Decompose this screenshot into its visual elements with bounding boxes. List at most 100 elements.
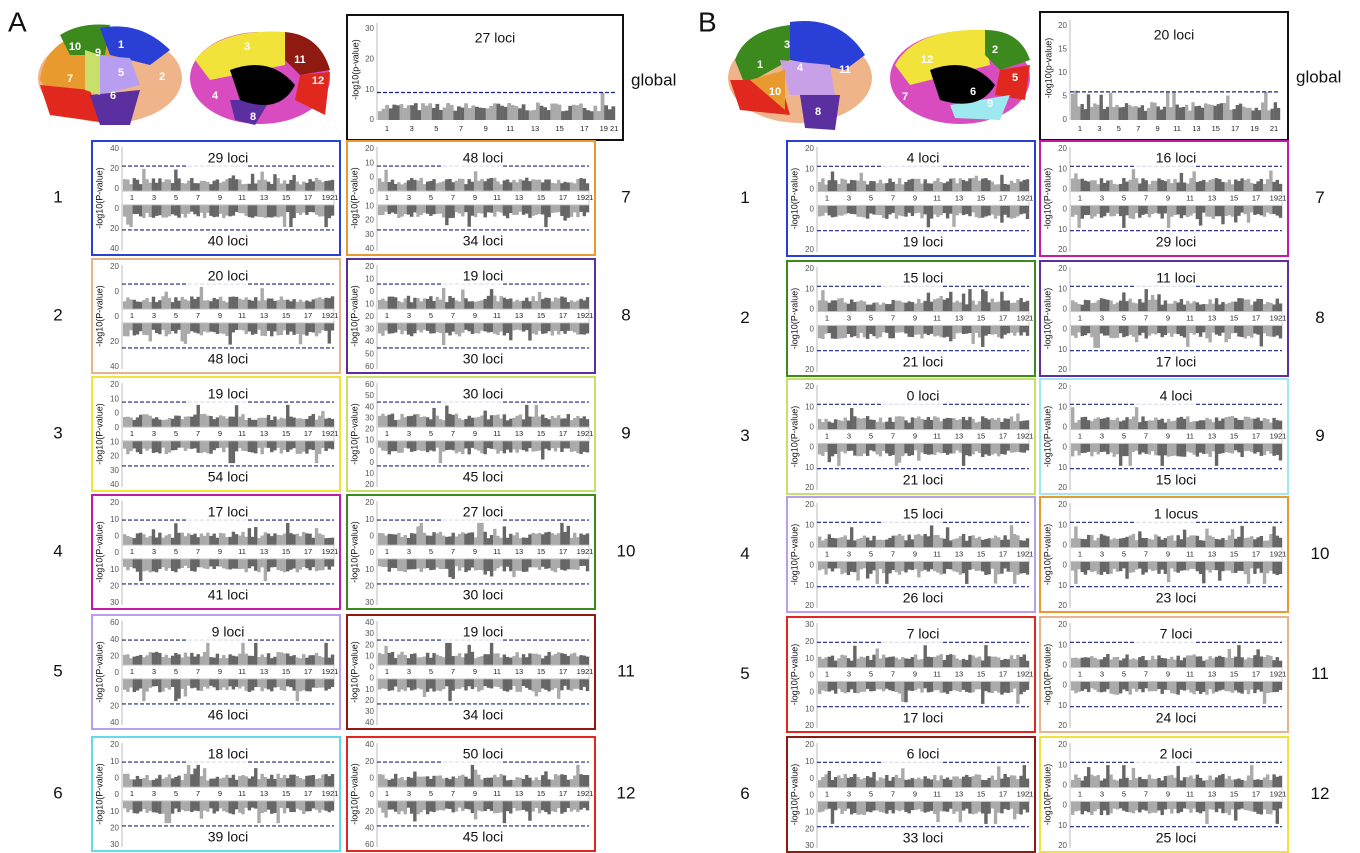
manhattan-bar <box>439 656 442 665</box>
manhattan-bar <box>222 533 225 545</box>
manhattan-bar <box>901 417 904 430</box>
manhattan-bar <box>965 325 968 333</box>
manhattan-bar <box>917 325 920 334</box>
manhattan-bar <box>165 179 168 191</box>
manhattan-bar <box>165 205 168 218</box>
manhattan-bar <box>1125 681 1128 691</box>
manhattan-bar <box>586 183 589 191</box>
manhattan-bar <box>933 205 936 214</box>
manhattan-bar <box>503 180 506 191</box>
manhattan-bar <box>876 422 879 430</box>
manhattan-bar <box>480 559 483 570</box>
manhattan-bar <box>426 536 429 546</box>
manhattan-bar <box>391 441 394 451</box>
y-tick-label: 10 <box>1058 402 1067 411</box>
manhattan-bar <box>1240 526 1243 548</box>
manhattan-bar <box>506 679 509 692</box>
top-loci: 7 loci <box>1160 626 1193 642</box>
manhattan-bar <box>400 801 403 811</box>
y-axis-label: -log10(P-value) <box>94 641 104 703</box>
manhattan-bar <box>1276 325 1279 335</box>
manhattan-bar <box>1250 305 1253 312</box>
manhattan-bar <box>1138 531 1141 547</box>
manhattan-bar <box>554 441 557 452</box>
manhattan-bar <box>1173 301 1176 312</box>
manhattan-bar <box>917 534 920 548</box>
y-tick-label: 10 <box>805 704 814 713</box>
manhattan-bar <box>129 205 132 227</box>
manhattan-bar <box>171 183 174 191</box>
manhattan-bar <box>318 679 321 688</box>
manhattan-bar <box>936 535 939 548</box>
y-tick-label: 10 <box>1058 68 1067 77</box>
manhattan-bar <box>1199 561 1202 574</box>
manhattan-bar <box>1231 184 1234 191</box>
manhattan-bar <box>824 301 827 312</box>
manhattan-bar <box>1113 681 1116 694</box>
manhattan-bar <box>232 297 235 310</box>
manhattan-bar <box>1103 418 1106 429</box>
manhattan-bar <box>388 182 391 191</box>
manhattan-bar <box>597 111 601 120</box>
manhattan-bar <box>955 205 958 215</box>
manhattan-bar <box>824 185 827 192</box>
manhattan-bar <box>512 418 515 427</box>
manhattan-bar <box>426 182 429 192</box>
manhattan-bar <box>943 539 946 548</box>
chromosome-label: 7 <box>196 667 200 676</box>
manhattan-bar <box>1071 205 1074 216</box>
chromosome-label: 11 <box>1186 313 1194 322</box>
chromosome-label: 15 <box>282 789 290 798</box>
manhattan-bar <box>872 681 875 691</box>
chromosome-label: 5 <box>1122 789 1126 798</box>
manhattan-bar <box>538 780 541 787</box>
chromosome-label: 9 <box>218 429 222 438</box>
manhattan-bar <box>139 655 142 665</box>
manhattan-bar <box>837 443 840 465</box>
manhattan-bar <box>971 535 974 547</box>
manhattan-bar <box>155 652 158 665</box>
manhattan-bar <box>410 654 413 665</box>
manhattan-bar <box>1189 303 1192 311</box>
manhattan-bar <box>844 535 847 547</box>
manhattan-bar <box>936 801 939 822</box>
manhattan-bar <box>461 679 464 687</box>
manhattan-bar <box>949 681 952 691</box>
manhattan-bar <box>576 441 579 453</box>
manhattan-bar <box>232 532 235 545</box>
manhattan-bar <box>273 301 276 309</box>
chromosome-label: 13 <box>260 789 268 798</box>
manhattan-bar <box>924 776 927 787</box>
manhattan-bar <box>484 411 487 428</box>
y-tick-label: 0 <box>370 447 375 456</box>
y-tick-label: 20 <box>805 144 814 153</box>
manhattan-bar <box>939 205 942 215</box>
manhattan-bar <box>1119 184 1122 192</box>
manhattan-bar <box>933 325 936 336</box>
manhattan-bar <box>860 300 863 311</box>
manhattan-bar <box>1279 661 1282 668</box>
manhattan-bar <box>133 657 136 666</box>
manhattan-bar <box>142 679 145 701</box>
manhattan-bar <box>519 415 522 428</box>
manhattan-bar <box>289 679 292 687</box>
manhattan-bar <box>165 535 168 545</box>
chromosome-label: 13 <box>1192 124 1200 133</box>
manhattan-bar <box>512 180 515 191</box>
manhattan-bar <box>461 441 464 454</box>
manhattan-bar <box>1199 205 1202 225</box>
manhattan-bar <box>939 325 942 337</box>
manhattan-bar <box>593 106 597 120</box>
manhattan-bar <box>1266 179 1269 191</box>
manhattan-bar <box>541 534 544 545</box>
manhattan-bar <box>1010 303 1013 312</box>
manhattan-bar <box>512 801 515 808</box>
manhattan-bar <box>528 181 531 191</box>
manhattan-bar <box>474 418 477 428</box>
manhattan-bar <box>397 301 400 309</box>
manhattan-bar <box>184 441 187 451</box>
manhattan-bar <box>238 205 241 213</box>
manhattan-bar <box>232 775 235 787</box>
manhattan-bar <box>519 179 522 191</box>
chromosome-label: 5 <box>429 429 433 438</box>
